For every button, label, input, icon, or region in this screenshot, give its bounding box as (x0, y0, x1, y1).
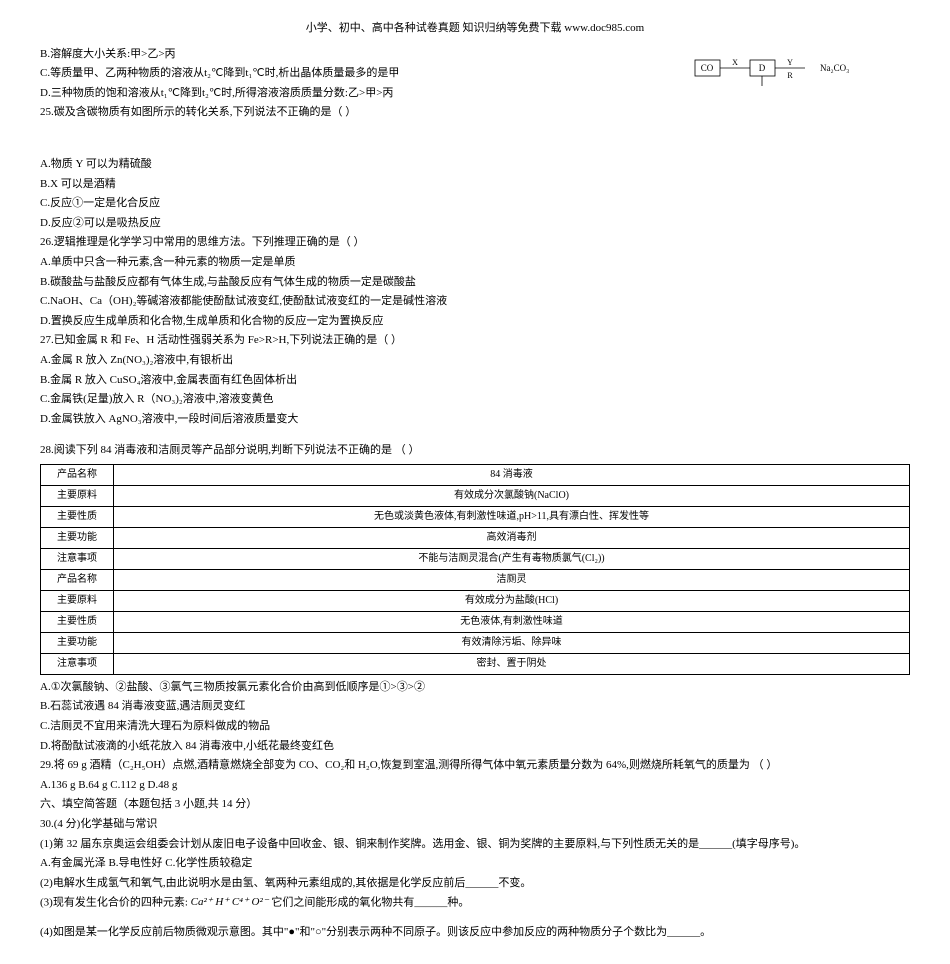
text-line: B.石蕊试液遇 84 消毒液变蓝,遇洁厕灵变红 (40, 698, 910, 716)
table-row: 产品名称84 消毒液 (41, 464, 910, 485)
q-block-mid1: A.物质 Y 可以为精硫酸 B.X 可以是酒精 C.反应①一定是化合反应 D.反… (40, 156, 910, 428)
text-line: B.碳酸盐与盐酸反应都有气体生成,与盐酸反应有气体生成的物质一定是碳酸盐 (40, 274, 910, 292)
text-line: B.金属 R 放入 CuSO₄溶液中,金属表面有红色固体析出 (40, 372, 910, 390)
q-block-mid2: A.①次氯酸钠、②盐酸、③氯气三物质按氯元素化合价由高到低顺序是①>③>② B.… (40, 679, 910, 893)
text-line: C.NaOH、Ca（OH)₂等碱溶液都能使酚酞试液变红,使酚酞试液变红的一定是碱… (40, 293, 910, 311)
svg-text:Na₂CO₃: Na₂CO₃ (820, 63, 849, 73)
product-table: 产品名称84 消毒液 主要原料有效成分次氯酸钠(NaClO) 主要性质无色或淡黄… (40, 464, 910, 675)
q28-title: 28.阅读下列 84 消毒液和洁厕灵等产品部分说明,判断下列说法不正确的是 （ … (40, 442, 910, 460)
table-cell: 主要原料 (41, 590, 114, 611)
formula: Ca²⁺ H⁺ C⁴⁺ O²⁻ (191, 894, 269, 912)
table-cell: 产品名称 (41, 464, 114, 485)
table-cell: 主要功能 (41, 527, 114, 548)
q3-line: (3)现有发生化合价的四种元素: Ca²⁺ H⁺ C⁴⁺ O²⁻ 它们之间能形成… (40, 894, 910, 912)
q-block-top: CO X D Y R Na₂CO₃ B.溶解度大小关系:甲>乙>丙 C.等质量甲… (40, 46, 910, 122)
text-line: C.反应①一定是化合反应 (40, 195, 910, 213)
table-cell: 无色或淡黄色液体,有刺激性味道,pH>11,具有漂白性、挥发性等 (114, 506, 910, 527)
text-line: C.洁厕灵不宜用来清洗大理石为原料做成的物品 (40, 718, 910, 736)
text-line: 26.逻辑推理是化学学习中常用的思维方法。下列推理正确的是（ ） (40, 234, 910, 252)
text-line: 27.已知金属 R 和 Fe、H 活动性强弱关系为 Fe>R>H,下列说法正确的… (40, 332, 910, 350)
table-row: 主要性质无色液体,有刺激性味道 (41, 611, 910, 632)
table-row: 主要性质无色或淡黄色液体,有刺激性味道,pH>11,具有漂白性、挥发性等 (41, 506, 910, 527)
text-line: A.①次氯酸钠、②盐酸、③氯气三物质按氯元素化合价由高到低顺序是①>③>② (40, 679, 910, 697)
text-line: A.单质中只含一种元素,含一种元素的物质一定是单质 (40, 254, 910, 272)
text-line: 25.碳及含碳物质有如图所示的转化关系,下列说法不正确的是（ ） (40, 104, 910, 122)
svg-text:X: X (732, 58, 738, 67)
table-cell: 主要功能 (41, 632, 114, 653)
table-cell: 主要性质 (41, 506, 114, 527)
table-cell: 有效成分次氯酸钠(NaClO) (114, 485, 910, 506)
text-line: A.136 g B.64 g C.112 g D.48 g (40, 777, 910, 795)
text-line: (1)第 32 届东京奥运会组委会计划从废旧电子设备中回收金、银、铜来制作奖牌。… (40, 836, 910, 854)
text-line: (2)电解水生成氢气和氧气,由此说明水是由氢、氧两种元素组成的,其依据是化学反应… (40, 875, 910, 893)
table-row: 注意事项不能与洁厕灵混合(产生有毒物质氯气(Cl₂)) (41, 548, 910, 569)
text-line: A.有金属光泽 B.导电性好 C.化学性质较稳定 (40, 855, 910, 873)
text-line: B.X 可以是酒精 (40, 176, 910, 194)
table-cell: 84 消毒液 (114, 464, 910, 485)
text-line: D.置换反应生成单质和化合物,生成单质和化合物的反应一定为置换反应 (40, 313, 910, 331)
text-line: A.金属 R 放入 Zn(NO₃)₂溶液中,有银析出 (40, 352, 910, 370)
table-cell: 主要性质 (41, 611, 114, 632)
text-line: 29.将 69 g 酒精（C₂H₅OH）点燃,酒精意燃烧全部变为 CO、CO₂和… (40, 757, 910, 775)
svg-text:R: R (787, 71, 793, 80)
table-row: 产品名称洁厕灵 (41, 569, 910, 590)
table-row: 主要原料有效成分为盐酸(HCl) (41, 590, 910, 611)
table-cell: 无色液体,有刺激性味道 (114, 611, 910, 632)
text-line: 六、填空简答题（本题包括 3 小题,共 14 分） (40, 796, 910, 814)
text-line: A.物质 Y 可以为精硫酸 (40, 156, 910, 174)
svg-text:CO: CO (701, 63, 714, 73)
table-row: 主要功能高效消毒剂 (41, 527, 910, 548)
table-cell: 产品名称 (41, 569, 114, 590)
text-line: 30.(4 分)化学基础与常识 (40, 816, 910, 834)
table-cell: 不能与洁厕灵混合(产生有毒物质氯气(Cl₂)) (114, 548, 910, 569)
svg-text:D: D (759, 63, 766, 73)
svg-text:Y: Y (787, 58, 793, 67)
table-cell: 洁厕灵 (114, 569, 910, 590)
text-line: D.金属铁放入 AgNO₃溶液中,一段时间后溶液质量变大 (40, 411, 910, 429)
q3-prefix: (3)现有发生化合价的四种元素: (40, 897, 188, 909)
conversion-diagram: CO X D Y R Na₂CO₃ (690, 48, 890, 88)
text-line: D.反应②可以是吸热反应 (40, 215, 910, 233)
page-header: 小学、初中、高中各种试卷真题 知识归纳等免费下载 www.doc985.com (40, 20, 910, 38)
table-cell: 主要原料 (41, 485, 114, 506)
q4-line: (4)如图是某一化学反应前后物质微观示意图。其中"●"和"○"分别表示两种不同原… (40, 924, 910, 942)
table-cell: 高效消毒剂 (114, 527, 910, 548)
table-cell: 有效成分为盐酸(HCl) (114, 590, 910, 611)
q3-suffix: 它们之间能形成的氧化物共有______种。 (271, 897, 469, 909)
table-cell: 有效清除污垢、除异味 (114, 632, 910, 653)
text-line: D.将酚酞试液滴的小纸花放入 84 消毒液中,小纸花最终变红色 (40, 738, 910, 756)
table-row: 主要原料有效成分次氯酸钠(NaClO) (41, 485, 910, 506)
text-line: C.金属铁(足量)放入 R（NO₃)₂溶液中,溶液变黄色 (40, 391, 910, 409)
table-row: 主要功能有效清除污垢、除异味 (41, 632, 910, 653)
table-cell: 注意事项 (41, 548, 114, 569)
